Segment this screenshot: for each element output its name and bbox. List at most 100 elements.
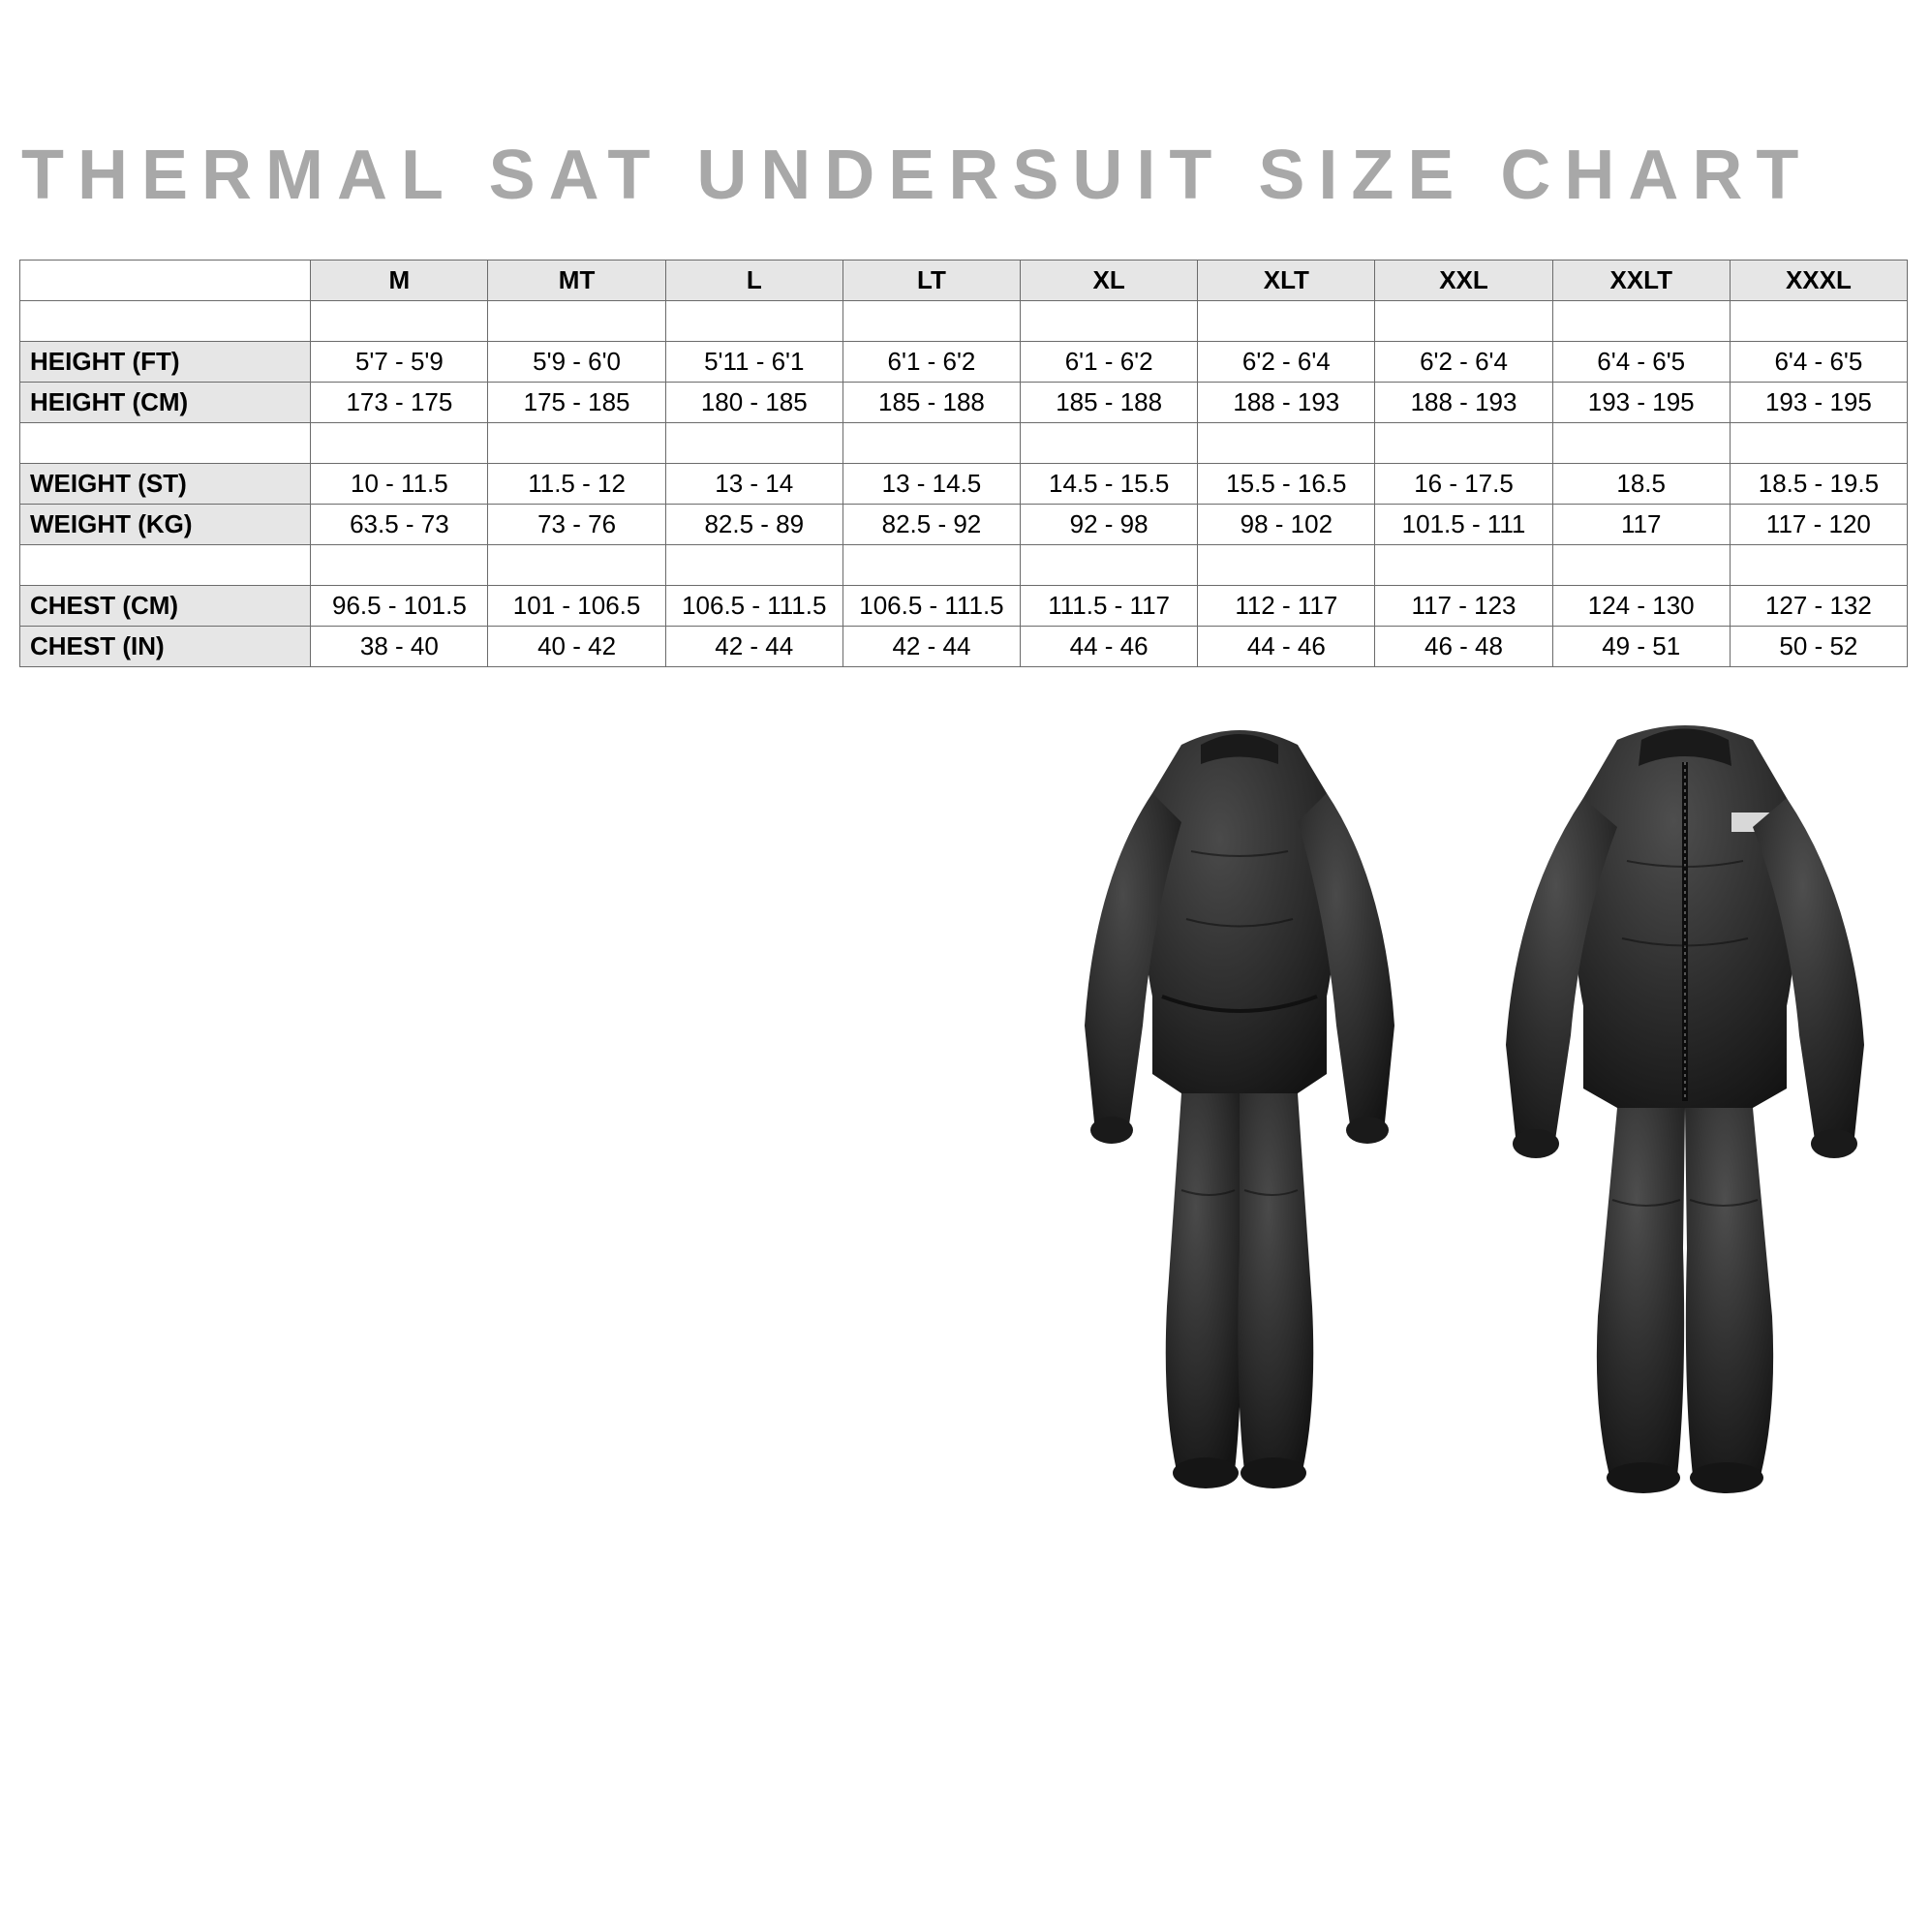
data-cell: 44 - 46: [1021, 627, 1198, 667]
data-cell: 10 - 11.5: [311, 464, 488, 505]
data-cell: 5'9 - 6'0: [488, 342, 665, 383]
data-cell: 112 - 117: [1198, 586, 1375, 627]
data-cell: 42 - 44: [842, 627, 1020, 667]
page-title: THERMAL SAT UNDERSUIT SIZE CHART: [21, 136, 1911, 215]
spacer-cell: [1021, 545, 1198, 586]
row-label: HEIGHT (CM): [20, 383, 311, 423]
data-cell: 188 - 193: [1198, 383, 1375, 423]
data-cell: 5'7 - 5'9: [311, 342, 488, 383]
data-cell: 50 - 52: [1730, 627, 1907, 667]
data-cell: 63.5 - 73: [311, 505, 488, 545]
row-label: WEIGHT (KG): [20, 505, 311, 545]
spacer-cell: [1730, 423, 1907, 464]
data-cell: 40 - 42: [488, 627, 665, 667]
table-row: HEIGHT (CM)173 - 175175 - 185180 - 18518…: [20, 383, 1908, 423]
data-cell: 117 - 120: [1730, 505, 1907, 545]
row-label: HEIGHT (FT): [20, 342, 311, 383]
data-cell: 73 - 76: [488, 505, 665, 545]
data-cell: 188 - 193: [1375, 383, 1552, 423]
spacer-cell: [311, 423, 488, 464]
data-cell: 180 - 185: [665, 383, 842, 423]
data-cell: 18.5: [1552, 464, 1730, 505]
row-label: WEIGHT (ST): [20, 464, 311, 505]
data-cell: 15.5 - 16.5: [1198, 464, 1375, 505]
product-image: [1036, 706, 1911, 1500]
data-cell: 6'2 - 6'4: [1198, 342, 1375, 383]
data-cell: 11.5 - 12: [488, 464, 665, 505]
spacer-cell: [488, 423, 665, 464]
spacer-cell: [1021, 423, 1198, 464]
spacer-cell: [842, 423, 1020, 464]
spacer-cell: [1552, 545, 1730, 586]
size-header: MT: [488, 261, 665, 301]
table-row: CHEST (IN)38 - 4040 - 4242 - 4442 - 4444…: [20, 627, 1908, 667]
data-cell: 101 - 106.5: [488, 586, 665, 627]
spacer-cell: [311, 301, 488, 342]
row-label: CHEST (IN): [20, 627, 311, 667]
data-cell: 5'11 - 6'1: [665, 342, 842, 383]
data-cell: 13 - 14: [665, 464, 842, 505]
size-header: XL: [1021, 261, 1198, 301]
spacer-cell: [1552, 423, 1730, 464]
table-head: MMTLLTXLXLTXXLXXLTXXXL: [20, 261, 1908, 301]
spacer-cell: [1375, 423, 1552, 464]
data-cell: 193 - 195: [1730, 383, 1907, 423]
data-cell: 106.5 - 111.5: [665, 586, 842, 627]
size-header: L: [665, 261, 842, 301]
data-cell: 98 - 102: [1198, 505, 1375, 545]
spacer-cell: [665, 423, 842, 464]
spacer-cell: [488, 545, 665, 586]
spacer-cell: [1552, 301, 1730, 342]
spacer-cell: [842, 301, 1020, 342]
spacer-cell: [665, 301, 842, 342]
data-cell: 82.5 - 92: [842, 505, 1020, 545]
data-cell: 175 - 185: [488, 383, 665, 423]
spacer-cell: [842, 545, 1020, 586]
size-header: LT: [842, 261, 1020, 301]
data-cell: 96.5 - 101.5: [311, 586, 488, 627]
data-cell: 117: [1552, 505, 1730, 545]
data-cell: 117 - 123: [1375, 586, 1552, 627]
size-header: XXXL: [1730, 261, 1907, 301]
size-chart-table: MMTLLTXLXLTXXLXXLTXXXL HEIGHT (FT)5'7 - …: [19, 260, 1908, 667]
data-cell: 16 - 17.5: [1375, 464, 1552, 505]
header-blank: [20, 261, 311, 301]
spacer-cell: [20, 423, 311, 464]
data-cell: 92 - 98: [1021, 505, 1198, 545]
spacer-cell: [1730, 545, 1907, 586]
size-header: M: [311, 261, 488, 301]
data-cell: 82.5 - 89: [665, 505, 842, 545]
row-label: CHEST (CM): [20, 586, 311, 627]
data-cell: 6'4 - 6'5: [1730, 342, 1907, 383]
spacer-cell: [311, 545, 488, 586]
table-row: HEIGHT (FT)5'7 - 5'95'9 - 6'05'11 - 6'16…: [20, 342, 1908, 383]
data-cell: 101.5 - 111: [1375, 505, 1552, 545]
table-row: WEIGHT (ST)10 - 11.511.5 - 1213 - 1413 -…: [20, 464, 1908, 505]
spacer-cell: [20, 301, 311, 342]
spacer-cell: [488, 301, 665, 342]
data-cell: 6'2 - 6'4: [1375, 342, 1552, 383]
undersuit-back-view: [1036, 706, 1443, 1500]
spacer-cell: [1198, 545, 1375, 586]
table-row: WEIGHT (KG)63.5 - 7373 - 7682.5 - 8982.5…: [20, 505, 1908, 545]
data-cell: 6'1 - 6'2: [842, 342, 1020, 383]
data-cell: 6'1 - 6'2: [1021, 342, 1198, 383]
data-cell: 49 - 51: [1552, 627, 1730, 667]
size-header: XXL: [1375, 261, 1552, 301]
data-cell: 38 - 40: [311, 627, 488, 667]
data-cell: 185 - 188: [842, 383, 1020, 423]
spacer-cell: [1021, 301, 1198, 342]
spacer-cell: [1375, 545, 1552, 586]
data-cell: 46 - 48: [1375, 627, 1552, 667]
spacer-cell: [1375, 301, 1552, 342]
size-header: XXLT: [1552, 261, 1730, 301]
undersuit-front-view: [1462, 706, 1908, 1500]
table-body: HEIGHT (FT)5'7 - 5'95'9 - 6'05'11 - 6'16…: [20, 301, 1908, 667]
data-cell: 13 - 14.5: [842, 464, 1020, 505]
spacer-cell: [1198, 423, 1375, 464]
data-cell: 6'4 - 6'5: [1552, 342, 1730, 383]
data-cell: 124 - 130: [1552, 586, 1730, 627]
data-cell: 193 - 195: [1552, 383, 1730, 423]
data-cell: 111.5 - 117: [1021, 586, 1198, 627]
spacer-cell: [1198, 301, 1375, 342]
